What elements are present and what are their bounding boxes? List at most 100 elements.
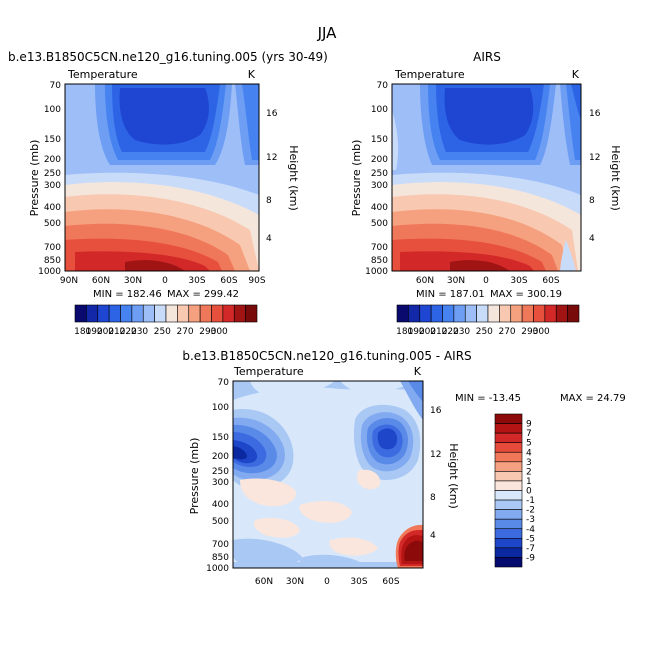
xtick-label: 30S [510,276,527,286]
colorbar-label: -9 [526,553,535,563]
ytick-label: 300 [212,478,229,488]
ytick-right-label: 8 [266,196,272,206]
colorbar-swatch [494,451,523,463]
colorbar-label: -3 [526,515,535,525]
colorbar-label: 250 [154,327,171,337]
panel-diff-units: K [414,365,422,378]
ytick-label: 150 [371,135,388,145]
panel-diff-yticks: 70 100 150 200 250 300 400 500 700 850 1… [206,378,229,574]
colorbar-swatch [396,304,409,323]
xtick-label: 30N [124,276,142,286]
ytick-label: 500 [44,219,61,229]
colorbar-swatch [131,304,144,323]
ytick-label: 250 [371,169,388,179]
colorbar-label: 0 [526,487,532,497]
colorbar-swatch [222,304,235,323]
colorbar-swatch [499,304,512,323]
ytick-label: 300 [44,181,61,191]
colorbar-label: 2 [526,467,532,477]
panel-obs-max: MAX = 300.19 [490,289,562,300]
xtick-label: 0 [324,577,330,587]
colorbar-swatch [154,304,167,323]
panel-model-ylabel-right: Height (km) [287,145,300,211]
colorbar-swatch [487,304,500,323]
colorbar-swatch [74,304,87,323]
colorbar-label: 230 [131,327,148,337]
ytick-right-label: 4 [430,531,436,541]
ytick-right-label: 12 [589,153,600,163]
ytick-right-label: 4 [589,234,595,244]
colorbar-label: -4 [526,525,535,535]
colorbar-swatch [120,304,133,323]
ytick-label: 200 [44,155,61,165]
colorbar-label: 210 [430,327,447,337]
colorbar-swatch [419,304,432,323]
colorbar-swatch [510,304,523,323]
ytick-label: 850 [44,256,61,266]
ytick-right-label: 16 [430,406,442,416]
ytick-label: 700 [44,243,61,253]
ytick-label: 250 [212,467,229,477]
colorbar-swatch [86,304,99,323]
ytick-label: 850 [371,256,388,266]
colorbar-swatch [494,538,523,549]
xtick-label: 60S [382,577,399,587]
colorbar-label: 9 [526,420,532,430]
ytick-label: 1000 [206,564,229,574]
xtick-label: 30S [188,276,205,286]
colorbar-label: 230 [453,327,470,337]
colorbar-swatch [494,557,523,568]
colorbar-label: -2 [526,506,535,516]
xtick-label: 60S [542,276,559,286]
colorbar-swatch [494,413,523,424]
colorbar-swatch [494,528,523,539]
ytick-label: 500 [371,219,388,229]
xtick-label: 30S [350,577,367,587]
colorbar-label: -1 [526,496,535,506]
colorbar-label: 4 [526,448,532,458]
panel-model-contours [65,84,259,271]
panel-model: b.e13.B1850C5CN.ne120_g16.tuning.005 (yr… [8,50,328,337]
panel-diff-ylabel: Pressure (mb) [188,438,201,515]
colorbar-label: 290 [199,327,216,337]
colorbar-swatch [199,304,212,323]
panel-obs-min: MIN = 187.01 [416,289,485,300]
panel-obs-units: K [572,68,580,81]
xtick-label: 0 [483,276,489,286]
colorbar-label: 7 [526,429,532,439]
colorbar-swatch [494,518,523,530]
colorbar-label: 3 [526,458,532,468]
ytick-label: 100 [44,105,61,115]
ytick-label: 70 [218,378,230,388]
colorbar-swatch [494,490,523,501]
season-title: JJA [317,24,338,42]
colorbar-swatch [494,499,523,510]
colorbar-swatch [430,304,443,323]
panel-obs-variable: Temperature [394,68,465,81]
colorbar-label: 250 [476,327,493,337]
xtick-label: 60N [255,577,273,587]
colorbar-label: 190 [85,327,102,337]
panel-model-yticks: 70 100 150 200 250 300 400 500 700 850 1… [38,81,61,277]
panel-obs-yticks: 70 100 150 200 250 300 400 500 700 850 1… [365,81,388,277]
colorbar-swatch [233,304,246,323]
panel-obs-ylabel-right: Height (km) [609,145,622,211]
colorbar-label: 1 [526,477,532,487]
panel-model-xticks: 90N 60N 30N 0 30S 60S 90S [60,276,266,286]
ytick-right-label: 4 [266,234,272,244]
colorbar-swatch [567,304,580,323]
colorbar-swatch [165,304,178,323]
xtick-label: 90N [60,276,78,286]
ytick-label: 700 [212,540,229,550]
ytick-label: 70 [50,81,62,91]
xtick-label: 0 [162,276,168,286]
xtick-label: 30N [447,276,465,286]
panel-obs-xticks: 60N 30N 0 30S 60S [416,276,560,286]
colorbar-label: 220 [120,327,137,337]
ytick-label: 400 [44,203,61,213]
colorbar-label: 270 [176,327,193,337]
colorbar-swatch [555,304,568,323]
colorbar-swatch [408,304,421,323]
panel-model-variable: Temperature [67,68,138,81]
